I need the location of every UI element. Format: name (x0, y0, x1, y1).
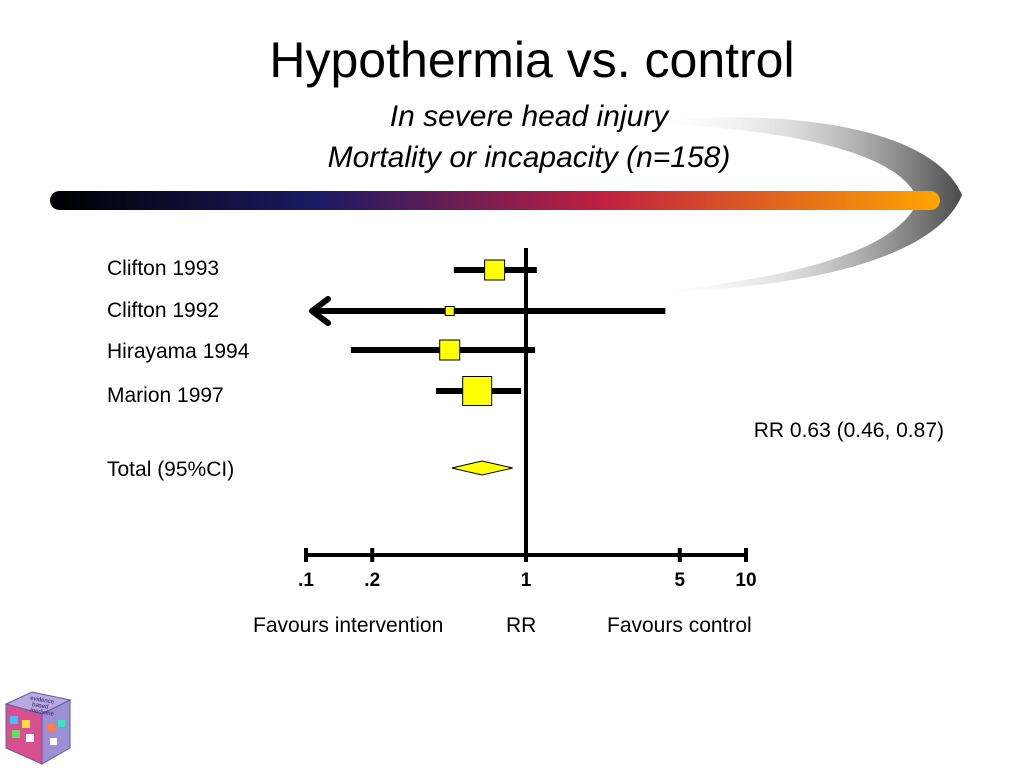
pooled-estimate-diamond (451, 460, 513, 476)
study-label-total: Total (95%CI) (107, 458, 235, 481)
x-tick-label-4: 10 (735, 570, 756, 591)
swoosh-decoration (50, 117, 962, 292)
favours-control-label: Favours control (607, 614, 752, 637)
favours-intervention-label: Favours intervention (253, 614, 444, 637)
slide-subtitle-population: In severe head injury (389, 100, 669, 133)
ci-arrow-study-1 (309, 296, 331, 326)
point-estimate-study-1 (444, 306, 455, 316)
logo-text-based: based (32, 702, 49, 711)
slide-subtitle-outcome: Mortality or incapacity (n=158) (327, 141, 731, 174)
slide-title: Hypothermia vs. control (269, 32, 795, 88)
x-tick-label-3: 5 (674, 570, 685, 591)
study-label-clifton-1993: Clifton 1993 (107, 257, 220, 280)
swoosh-arc (640, 117, 962, 292)
swoosh-bar (50, 191, 940, 210)
x-tick-label-1: .2 (364, 570, 380, 591)
logo-text-evidence: evidence (30, 696, 55, 706)
axis-name-rr: RR (506, 614, 537, 637)
study-label-hirayama-1994: Hirayama 1994 (107, 340, 250, 363)
study-label-clifton-1992: Clifton 1992 (107, 299, 220, 322)
pooled-rr-summary: RR 0.63 (0.46, 0.87) (753, 419, 944, 442)
x-tick-label-2: 1 (521, 570, 532, 591)
ebm-logo-cube: evidence based medicine (4, 691, 72, 765)
logo-text-medicine: medicine (30, 708, 55, 718)
point-estimate-study-0 (484, 259, 506, 281)
point-estimate-study-2 (439, 339, 461, 361)
point-estimate-study-3 (462, 376, 493, 406)
study-label-marion-1997: Marion 1997 (107, 384, 224, 407)
x-tick-label-0: .1 (298, 570, 314, 591)
